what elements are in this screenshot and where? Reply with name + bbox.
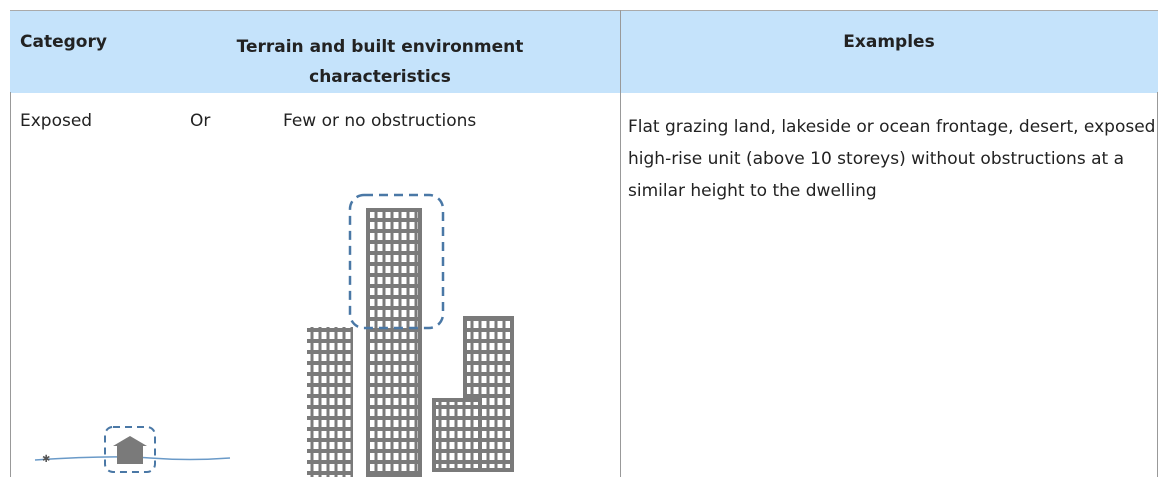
building (307, 327, 353, 477)
page: Category Terrain and built environment c… (0, 0, 1169, 477)
illustration: ✱ (0, 0, 620, 477)
building (368, 210, 420, 477)
row-examples: Flat grazing land, lakeside or ocean fro… (628, 111, 1156, 207)
header-examples: Examples (620, 32, 1158, 52)
right-border (1157, 92, 1158, 477)
building (434, 400, 480, 470)
house (113, 436, 147, 464)
tree: ✱ (42, 454, 50, 465)
column-divider (620, 10, 621, 477)
